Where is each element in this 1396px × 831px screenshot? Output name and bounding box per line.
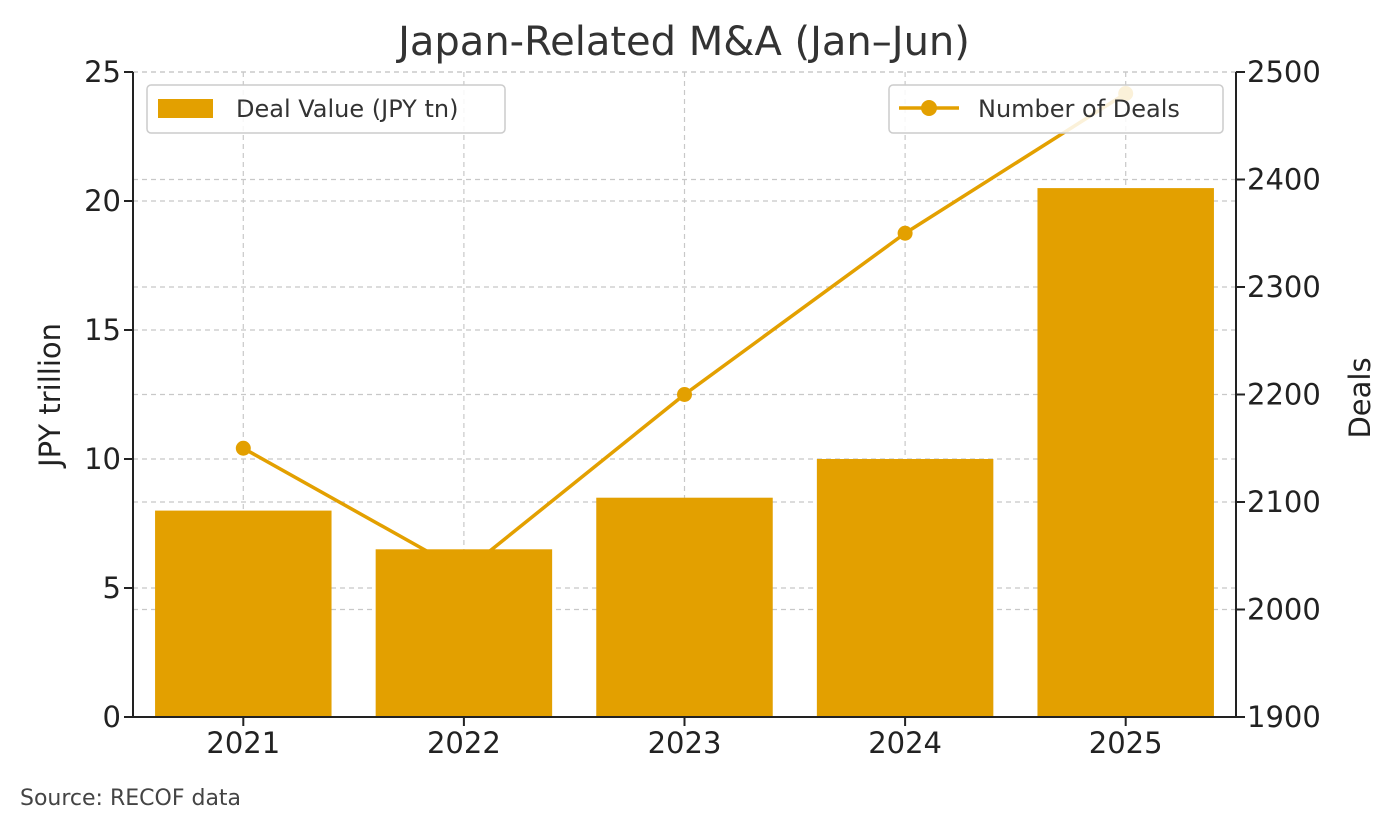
right-tick-label: 2300 <box>1247 270 1321 304</box>
x-tick-label: 2024 <box>868 726 942 760</box>
right-tick-label: 2000 <box>1247 593 1321 627</box>
legend-bar-frame <box>146 84 506 134</box>
right-tick-label: 2100 <box>1247 485 1321 519</box>
bar-2024 <box>816 459 994 717</box>
legend-bar-label: Deal Value (JPY tn) <box>236 95 458 123</box>
source-note: Source: RECOF data <box>20 786 241 811</box>
bar-2025 <box>1037 188 1214 718</box>
bar-series <box>155 188 1214 718</box>
bar-2021 <box>155 510 332 717</box>
x-tick-label: 2025 <box>1089 726 1163 760</box>
left-tick-label: 25 <box>84 55 121 89</box>
left-axis-label: JPY trillion <box>33 323 67 469</box>
x-tick-label: 2023 <box>648 726 722 760</box>
left-tick-label: 0 <box>103 700 121 734</box>
deals-point-2024 <box>897 225 913 241</box>
x-tick-label: 2022 <box>427 726 501 760</box>
legend-line-frame <box>888 84 1224 134</box>
right-tick-label: 1900 <box>1247 700 1321 734</box>
right-tick-label: 2200 <box>1247 378 1321 412</box>
legend-line-marker <box>921 100 937 116</box>
legend-line: Number of Deals <box>888 84 1224 134</box>
right-tick-label: 2400 <box>1247 163 1321 197</box>
legend-line-label: Number of Deals <box>978 95 1180 123</box>
deals-point-2023 <box>677 387 692 402</box>
right-axis-label: Deals <box>1343 357 1377 438</box>
left-tick-label: 20 <box>84 184 121 218</box>
legend-bar-swatch <box>158 99 213 118</box>
tick-labels: 0510152025190020002100220023002400250020… <box>84 55 1321 760</box>
deals-point-2021 <box>235 440 251 456</box>
axes <box>124 71 1245 726</box>
chart-title: Japan-Related M&A (Jan–Jun) <box>395 19 970 65</box>
x-tick-label: 2021 <box>206 726 280 760</box>
left-tick-label: 10 <box>84 442 121 476</box>
right-tick-label: 2500 <box>1247 55 1321 89</box>
left-tick-label: 5 <box>103 571 121 605</box>
deals-point-2022 <box>456 564 472 580</box>
legend-bar: Deal Value (JPY tn) <box>146 84 506 134</box>
bar-2023 <box>596 497 773 717</box>
left-tick-label: 15 <box>84 313 121 347</box>
